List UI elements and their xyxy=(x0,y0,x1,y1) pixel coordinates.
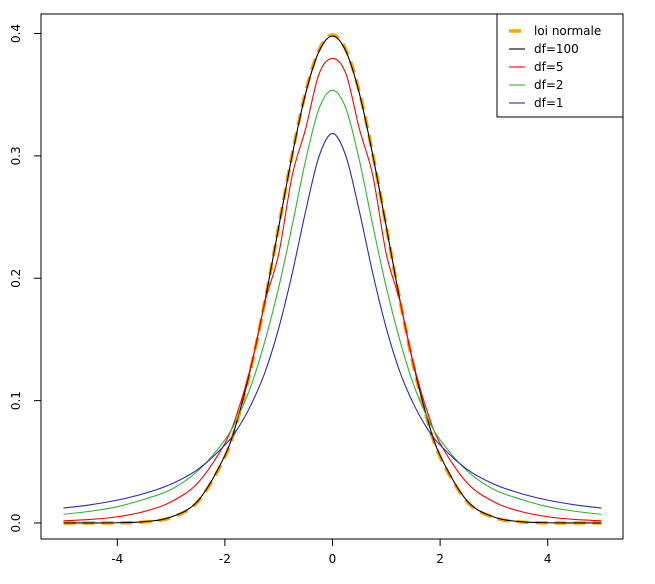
legend-label: df=2 xyxy=(534,78,564,92)
y-tick-label: 0.2 xyxy=(9,269,23,288)
x-tick-label: -2 xyxy=(219,552,231,566)
y-tick-label: 0.0 xyxy=(9,513,23,532)
x-tick-label: 4 xyxy=(544,552,552,566)
y-tick-label: 0.1 xyxy=(9,391,23,410)
series-line-loi-normale xyxy=(63,33,602,525)
series-line-df-1 xyxy=(63,132,602,509)
x-tick-label: 2 xyxy=(436,552,444,566)
legend: loi normale df=100 df=5 df=2 df=1 xyxy=(496,13,624,118)
y-tick-label: 0.4 xyxy=(9,24,23,43)
legend-label: df=1 xyxy=(534,96,564,110)
series-line-df-100 xyxy=(63,35,602,524)
x-axis: -4 -2 0 2 4 xyxy=(111,538,552,566)
x-tick-label: -4 xyxy=(111,552,123,566)
legend-label: df=5 xyxy=(534,60,564,74)
legend-label: loi normale xyxy=(534,24,601,38)
x-tick-label: 0 xyxy=(329,552,337,566)
legend-label: df=100 xyxy=(534,42,579,56)
y-axis: 0.0 0.1 0.2 0.3 0.4 xyxy=(9,24,42,533)
series-line-df-2 xyxy=(63,89,602,515)
y-tick-label: 0.3 xyxy=(9,146,23,165)
legend-box xyxy=(496,13,624,118)
series-line-df-5 xyxy=(63,57,602,522)
series-layer xyxy=(63,33,602,525)
